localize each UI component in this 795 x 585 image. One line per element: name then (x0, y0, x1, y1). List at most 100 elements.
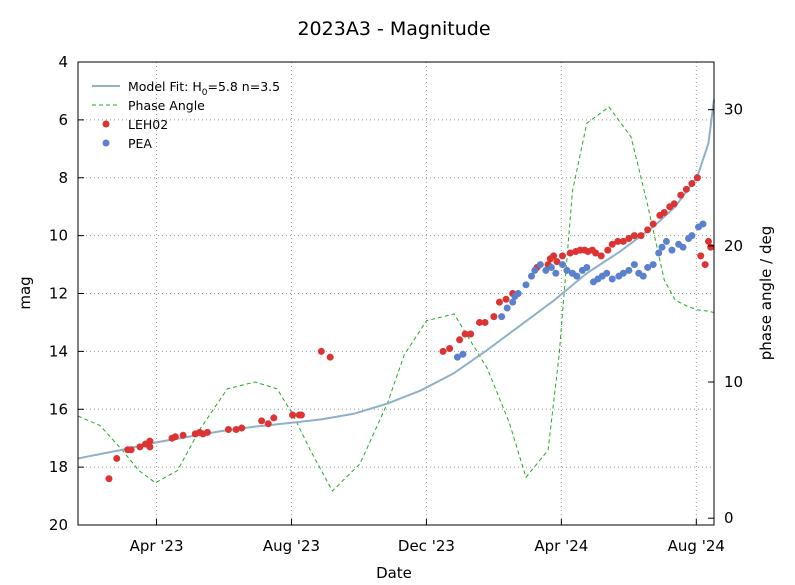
leh02-point (146, 443, 154, 451)
pea-point (514, 290, 522, 297)
y-tick-label: 16 (49, 400, 68, 418)
pea-point (459, 350, 467, 358)
x-tick-label: Aug '23 (263, 537, 320, 555)
leh02-point (649, 220, 657, 228)
leh02-point (597, 252, 605, 260)
y-axis-title: mag (16, 276, 34, 309)
pea-point (649, 261, 657, 269)
leh02-point (446, 344, 454, 352)
leh02-point (558, 252, 566, 260)
phase-angle-layer (77, 106, 715, 492)
legend-leh02-label: LEH02 (128, 117, 168, 132)
leh02-point (203, 428, 211, 436)
y2-tick-label: 20 (724, 237, 743, 255)
pea-point (563, 266, 571, 274)
leh02-point (604, 246, 612, 254)
leh02-point (317, 347, 325, 355)
y2-tick-label: 0 (724, 509, 734, 527)
pea-point (503, 304, 511, 312)
grid (78, 62, 714, 525)
pea-point (498, 313, 506, 321)
pea-point (644, 263, 652, 271)
leh02-point (688, 180, 696, 188)
leh02-point (704, 237, 712, 245)
x-tick-label: Apr '24 (534, 537, 588, 555)
pea-point (558, 261, 566, 269)
leh02-point (224, 426, 232, 434)
leh02-point (270, 414, 278, 422)
legend-model-label: Model Fit: H0=5.8 n=3.5 (128, 79, 280, 98)
leh02-point (238, 424, 246, 432)
leh02-point (439, 347, 447, 355)
leh02-point (127, 446, 135, 454)
pea-point (688, 232, 696, 240)
y-tick-label: 8 (58, 169, 68, 187)
leh02-point (637, 232, 645, 240)
pea-point (658, 243, 666, 251)
ticks: Apr '23 Aug '23 Dec '23 Apr '24 Aug '24 4 6 8 10… (49, 53, 743, 555)
leh02-point (297, 411, 305, 419)
pea-point (655, 249, 663, 257)
leh02-point (264, 420, 272, 428)
leh02-point (105, 475, 113, 483)
leh02-point (670, 200, 678, 208)
leh02-point (326, 353, 334, 361)
legend: Model Fit: H0=5.8 n=3.5 Phase Angle LEH0… (92, 79, 280, 151)
pea-point (552, 269, 560, 277)
leh02-point (644, 226, 652, 234)
pea-point (639, 272, 647, 280)
leh02-point (467, 330, 475, 338)
leh02-point (697, 252, 705, 260)
legend-pea-swatch (102, 139, 110, 147)
y-tick-label: 18 (49, 458, 68, 476)
y2-tick-label: 30 (724, 101, 743, 119)
leh02-point (461, 330, 469, 338)
pea-point (547, 263, 555, 271)
leh02-point (232, 426, 240, 434)
x-tick-label: Apr '23 (130, 537, 184, 555)
leh02-point (502, 295, 510, 303)
pea-point (542, 266, 550, 274)
pea-point (453, 353, 461, 361)
phase-angle-line (77, 106, 715, 492)
pea-point (603, 269, 611, 277)
leh02-point (113, 454, 121, 462)
y-tick-label: 12 (49, 285, 68, 303)
leh02-point (490, 313, 498, 321)
leh02-point (693, 174, 701, 182)
pea-point (583, 263, 591, 271)
y-tick-label: 10 (49, 227, 68, 245)
leh02-points (105, 174, 715, 483)
y-tick-label: 14 (49, 342, 68, 360)
leh02-point (481, 318, 489, 326)
pea-point (699, 220, 707, 228)
pea-point (522, 281, 530, 289)
leh02-point (630, 232, 638, 240)
leh02-point (707, 243, 715, 251)
y-tick-label: 20 (49, 516, 68, 534)
pea-point (630, 261, 638, 269)
pea-point (536, 261, 544, 269)
leh02-point (701, 261, 709, 269)
pea-point (662, 237, 670, 245)
leh02-point (677, 191, 685, 199)
leh02-point (625, 235, 633, 243)
legend-pea-label: PEA (128, 136, 152, 151)
pea-point (531, 266, 539, 274)
leh02-point (550, 252, 558, 260)
leh02-point (660, 208, 668, 216)
leh02-point (171, 433, 179, 441)
pea-point (679, 243, 687, 251)
leh02-point (614, 237, 622, 245)
leh02-point (553, 258, 561, 266)
x-axis-title: Date (376, 564, 412, 582)
x-tick-label: Aug '24 (668, 537, 725, 555)
chart-title: 2023A3 - Magnitude (297, 18, 490, 40)
leh02-point (592, 249, 600, 257)
pea-point (573, 272, 581, 280)
pea-point (619, 269, 627, 277)
pea-points (453, 220, 707, 361)
pea-point (509, 298, 517, 306)
leh02-point (179, 431, 187, 439)
